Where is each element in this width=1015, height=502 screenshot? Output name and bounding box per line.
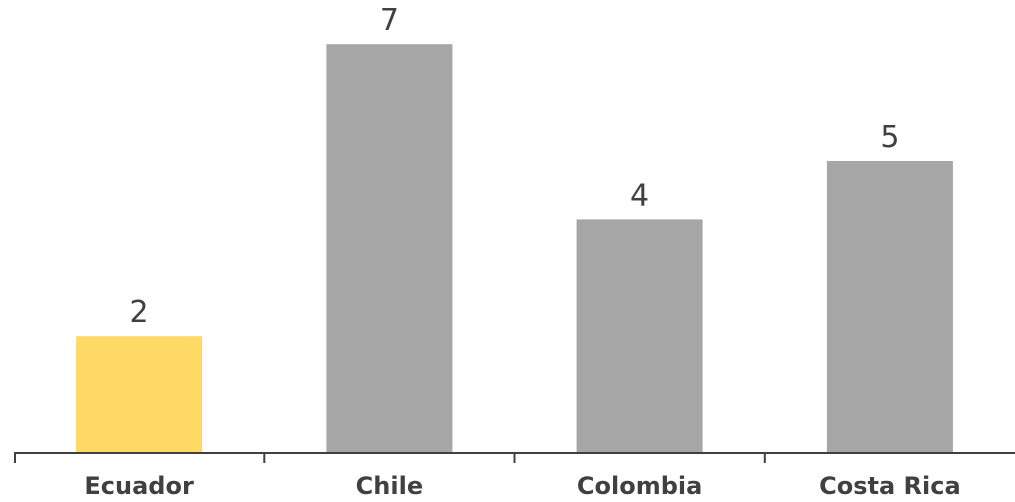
x-axis-tick-labels: Ecuador Chile Colombia Costa Rica	[84, 472, 960, 500]
x-axis-ticks	[14, 453, 766, 463]
tick-label-ecuador: Ecuador	[84, 472, 194, 500]
bar-chile	[326, 44, 453, 453]
bar-costa-rica	[826, 161, 953, 453]
value-label-colombia: 4	[630, 178, 649, 213]
bar-ecuador	[76, 336, 203, 453]
bar-colombia	[576, 219, 703, 453]
value-label-costa-rica: 5	[880, 120, 899, 155]
value-label-ecuador: 2	[130, 295, 149, 330]
tick-label-chile: Chile	[356, 472, 423, 500]
tick-label-colombia: Colombia	[577, 472, 702, 500]
value-labels-group: 2 7 4 5	[130, 3, 900, 330]
value-label-chile: 7	[380, 3, 399, 38]
bars-group	[76, 44, 953, 453]
tick-label-costa-rica: Costa Rica	[819, 472, 961, 500]
